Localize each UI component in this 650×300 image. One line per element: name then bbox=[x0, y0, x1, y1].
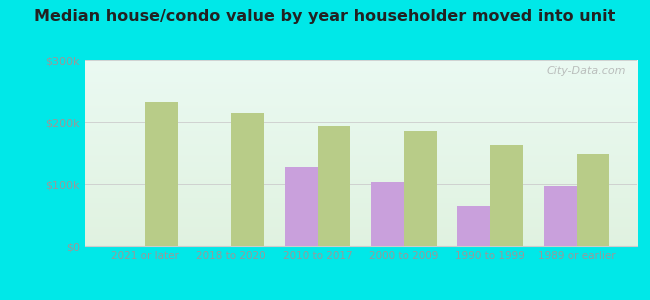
Bar bbox=[577, 154, 610, 246]
Bar bbox=[231, 113, 264, 246]
Bar bbox=[544, 186, 577, 246]
Bar bbox=[318, 126, 350, 246]
Bar bbox=[404, 131, 437, 246]
Bar bbox=[145, 102, 177, 246]
Bar bbox=[458, 206, 490, 246]
Text: Median house/condo value by year householder moved into unit: Median house/condo value by year househo… bbox=[34, 9, 616, 24]
Bar bbox=[285, 167, 318, 246]
Bar bbox=[371, 182, 404, 246]
Text: City-Data.com: City-Data.com bbox=[547, 66, 626, 76]
Bar bbox=[490, 145, 523, 246]
